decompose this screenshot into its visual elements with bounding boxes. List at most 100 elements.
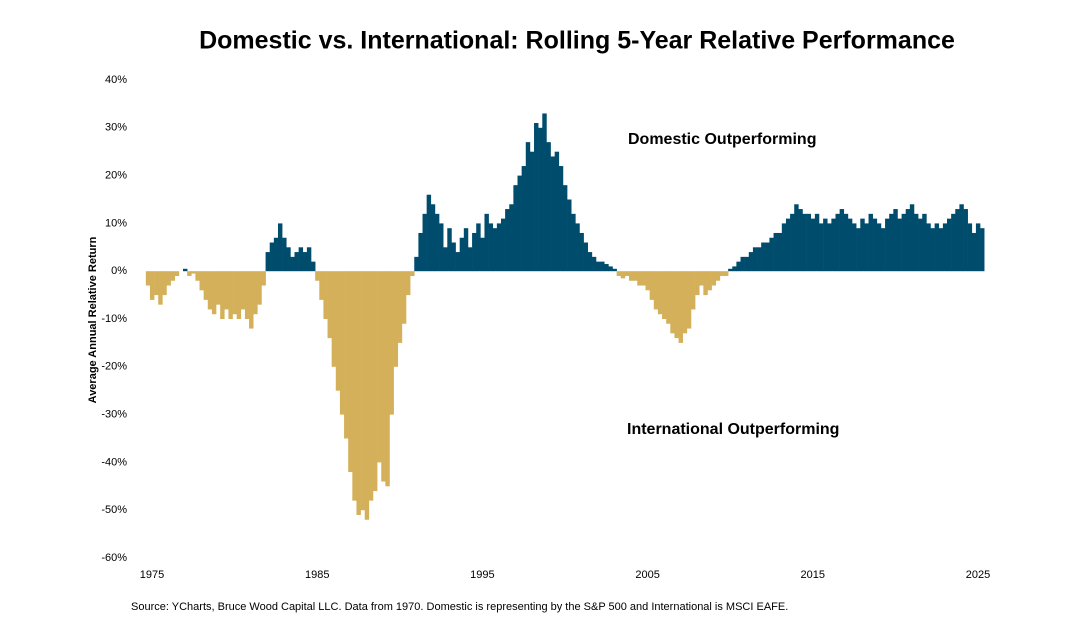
bar — [971, 232, 977, 272]
bar — [240, 271, 246, 310]
bar — [682, 271, 688, 334]
bar — [538, 127, 543, 272]
bar — [790, 213, 795, 272]
bar — [331, 271, 337, 367]
bar — [472, 232, 477, 272]
bar — [149, 271, 155, 300]
bar — [591, 256, 597, 272]
bar — [662, 271, 667, 319]
bar — [620, 271, 626, 279]
bar — [777, 232, 783, 272]
bar — [864, 223, 869, 272]
y-tick-label: 10% — [105, 217, 127, 229]
annotation: Domestic Outperforming — [628, 131, 816, 148]
bar — [893, 209, 898, 272]
bar — [459, 237, 465, 272]
bar — [666, 271, 671, 324]
bar — [645, 271, 650, 291]
bar — [195, 271, 200, 281]
bar — [868, 213, 873, 272]
bar — [934, 223, 940, 272]
bar — [277, 223, 283, 272]
bar — [686, 271, 692, 329]
bar — [785, 218, 791, 272]
bar — [942, 223, 948, 272]
bar — [744, 256, 750, 272]
bar — [748, 252, 754, 272]
y-tick-label: -20% — [101, 361, 127, 373]
bar — [690, 271, 696, 310]
bar — [542, 113, 547, 272]
bar — [571, 213, 576, 272]
bar — [356, 271, 361, 515]
bar — [629, 271, 634, 281]
bar — [253, 271, 258, 315]
bar — [509, 204, 514, 272]
bar — [612, 268, 617, 272]
bar — [885, 218, 890, 272]
bar — [513, 185, 518, 272]
bar — [467, 247, 473, 272]
bar — [430, 204, 436, 272]
bar — [558, 166, 564, 272]
bar — [166, 271, 171, 286]
bar — [740, 256, 745, 272]
bar — [500, 218, 506, 272]
y-tick-label: -50% — [101, 504, 127, 516]
bar — [199, 271, 204, 291]
x-tick-label: 2025 — [966, 569, 990, 581]
bar — [951, 213, 956, 272]
bar — [930, 228, 935, 272]
bar — [269, 242, 275, 272]
bar — [484, 213, 489, 272]
bar — [182, 268, 188, 272]
bar — [323, 271, 328, 319]
bar — [261, 271, 266, 286]
bar — [236, 271, 242, 319]
bar — [207, 271, 213, 310]
bar — [678, 271, 683, 343]
bar — [947, 218, 952, 272]
bar — [211, 271, 217, 315]
bar — [583, 242, 589, 272]
bar — [938, 228, 944, 272]
y-tick-label: 0% — [111, 265, 127, 277]
bar — [773, 232, 778, 272]
bar — [860, 218, 865, 272]
bar — [918, 218, 923, 272]
bar — [616, 271, 622, 276]
bar — [496, 223, 502, 272]
bar — [847, 218, 853, 272]
bar — [339, 271, 345, 415]
bar — [521, 166, 527, 272]
bar — [451, 242, 456, 272]
bar — [364, 271, 370, 520]
bar — [852, 223, 857, 272]
bar — [505, 209, 510, 272]
bar — [905, 209, 911, 272]
bar — [913, 213, 919, 272]
bar — [757, 247, 762, 272]
bar — [406, 271, 411, 296]
bar — [856, 228, 861, 272]
bar — [170, 271, 176, 281]
bar — [794, 204, 799, 272]
bar — [670, 271, 675, 334]
bar — [422, 213, 427, 272]
bar — [550, 156, 555, 272]
x-tick-label: 1985 — [305, 569, 329, 581]
y-tick-label: 20% — [105, 170, 127, 182]
bar — [546, 142, 551, 272]
bar — [220, 271, 225, 319]
bar — [562, 185, 568, 272]
bar — [232, 271, 237, 315]
bar — [732, 266, 737, 272]
bar — [798, 209, 803, 272]
bar — [608, 266, 613, 272]
bar — [439, 223, 444, 272]
bar — [554, 151, 560, 272]
bar — [401, 271, 407, 324]
bar — [191, 271, 196, 274]
